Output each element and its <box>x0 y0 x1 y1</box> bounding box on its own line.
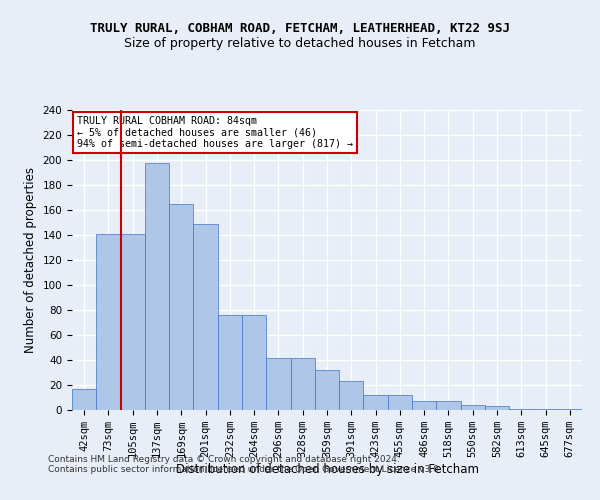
Bar <box>96 234 121 410</box>
Bar <box>242 315 266 410</box>
Bar <box>461 405 485 410</box>
Bar <box>121 234 145 410</box>
Y-axis label: Number of detached properties: Number of detached properties <box>24 167 37 353</box>
Bar <box>388 395 412 410</box>
Bar <box>485 406 509 410</box>
Bar <box>218 315 242 410</box>
Bar <box>412 401 436 410</box>
X-axis label: Distribution of detached houses by size in Fetcham: Distribution of detached houses by size … <box>176 463 479 476</box>
Bar <box>509 409 533 410</box>
Bar <box>436 401 461 410</box>
Bar <box>169 204 193 410</box>
Bar <box>72 389 96 410</box>
Bar <box>145 162 169 410</box>
Bar <box>533 409 558 410</box>
Bar <box>315 370 339 410</box>
Text: Contains HM Land Registry data © Crown copyright and database right 2024.: Contains HM Land Registry data © Crown c… <box>48 456 400 464</box>
Bar <box>558 409 582 410</box>
Bar <box>339 381 364 410</box>
Text: Contains public sector information licensed under the Open Government Licence v3: Contains public sector information licen… <box>48 466 442 474</box>
Bar <box>290 358 315 410</box>
Text: TRULY RURAL COBHAM ROAD: 84sqm
← 5% of detached houses are smaller (46)
94% of s: TRULY RURAL COBHAM ROAD: 84sqm ← 5% of d… <box>77 116 353 149</box>
Bar <box>364 395 388 410</box>
Text: Size of property relative to detached houses in Fetcham: Size of property relative to detached ho… <box>124 38 476 51</box>
Bar <box>266 358 290 410</box>
Text: TRULY RURAL, COBHAM ROAD, FETCHAM, LEATHERHEAD, KT22 9SJ: TRULY RURAL, COBHAM ROAD, FETCHAM, LEATH… <box>90 22 510 36</box>
Bar <box>193 224 218 410</box>
